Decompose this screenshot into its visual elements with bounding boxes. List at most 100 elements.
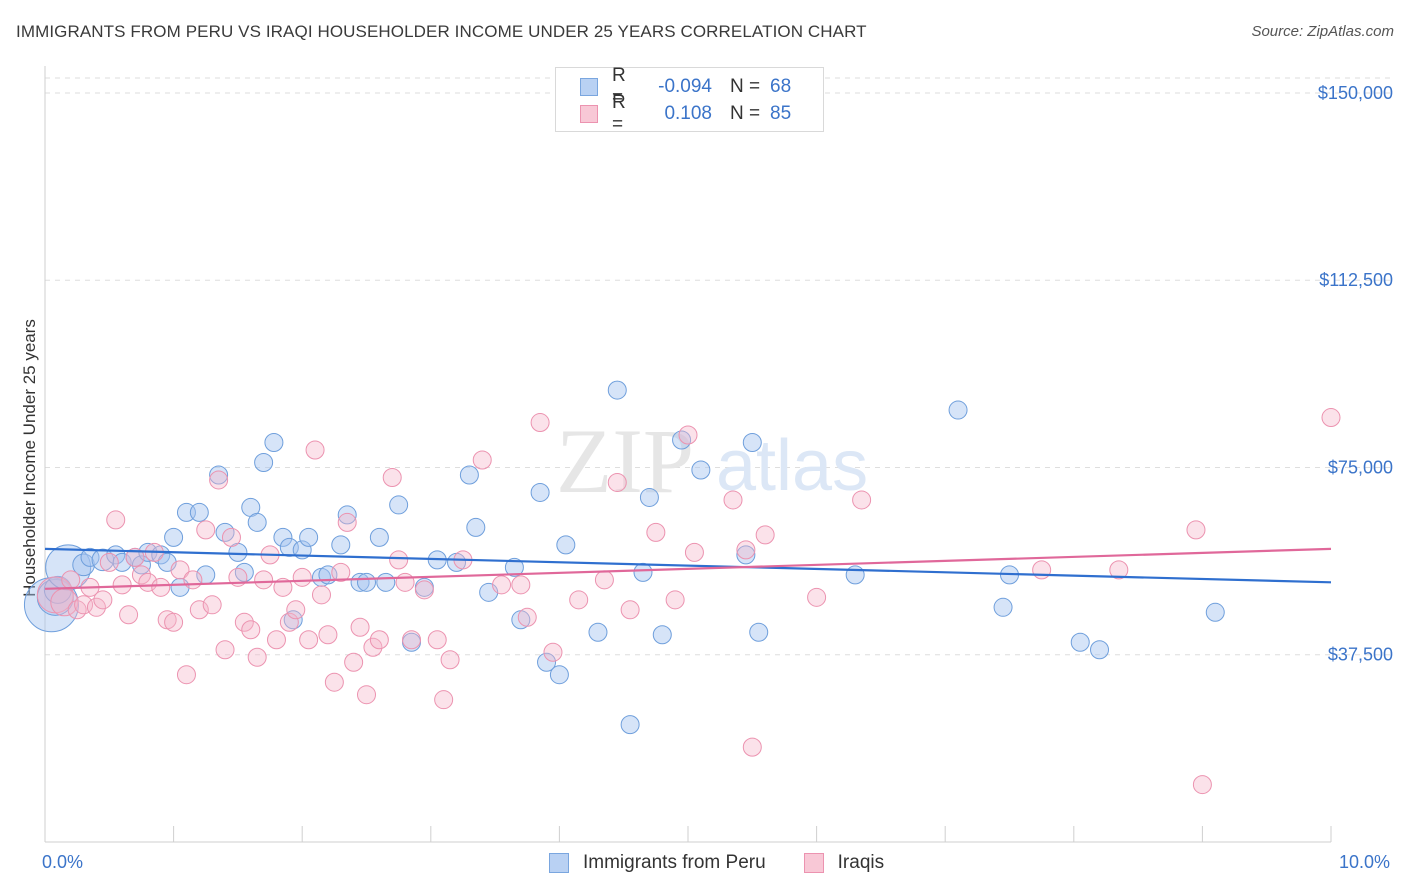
iraqis-point-10 — [112, 575, 132, 595]
iraqis-point-43 — [324, 672, 344, 692]
y-tick-labels: $37,500 $75,000 $112,500 $150,000 — [1318, 83, 1393, 665]
legend-item-iraqis[interactable]: Iraqis — [803, 852, 885, 874]
iraqis-point-61 — [492, 575, 512, 595]
iraqis-point-60 — [472, 450, 492, 470]
peru-point-64 — [749, 622, 769, 642]
peru-point-24 — [247, 512, 267, 532]
iraqis-point-38 — [292, 567, 312, 587]
iraqis-point-18 — [164, 612, 184, 632]
peru-point-26 — [264, 433, 284, 453]
legend-item-peru[interactable]: Immigrants from Peru — [549, 852, 766, 874]
peru-swatch — [580, 78, 598, 96]
peru-point-66 — [948, 400, 968, 420]
iraqis-point-50 — [369, 630, 389, 650]
peru-point-71 — [1205, 602, 1225, 622]
y-tick-label-0: $37,500 — [1328, 645, 1393, 665]
iraqis-point-3 — [67, 600, 87, 620]
iraqis-point-77 — [755, 525, 775, 545]
iraqis-point-66 — [569, 590, 589, 610]
peru-point-40 — [389, 495, 409, 515]
peru-point-31 — [299, 527, 319, 547]
peru-point-17 — [189, 502, 209, 522]
watermark-zip: ZIP — [556, 410, 694, 512]
iraqis-point-24 — [202, 595, 222, 615]
iraqis-point-84 — [1321, 408, 1341, 428]
iraqis-point-13 — [131, 565, 151, 585]
n-value: 85 — [770, 103, 792, 124]
correlation-stats-box: R = -0.094 N = 68 R = 0.108 N = 85 — [555, 65, 824, 135]
iraqis-point-78 — [807, 587, 827, 607]
peru-point-45 — [459, 465, 479, 485]
iraqis-point-72 — [678, 425, 698, 445]
iraqis-point-49 — [363, 637, 383, 657]
chart-legend: Immigrants from Peru Iraqis — [549, 852, 922, 874]
watermark: ZIP atlas — [556, 410, 868, 512]
iraqis-point-31 — [247, 647, 267, 667]
watermark-atlas: atlas — [716, 426, 868, 506]
peru-point-10 — [131, 555, 151, 575]
peru-point-39 — [376, 572, 396, 592]
iraqis-point-21 — [183, 570, 203, 590]
n-label: N = — [730, 103, 761, 124]
n-label: N = — [730, 76, 761, 97]
peru-point-60 — [672, 430, 692, 450]
iraqis-point-37 — [286, 600, 306, 620]
iraqis-point-71 — [665, 590, 685, 610]
iraqis-point-62 — [511, 575, 531, 595]
iraqis-point-57 — [434, 690, 454, 710]
peru-point-61 — [691, 460, 711, 480]
iraqis-point-46 — [344, 652, 364, 672]
iraqis-swatch — [580, 105, 598, 123]
x-tick-label-max: 10.0% — [1339, 852, 1391, 872]
iraqis-point-51 — [382, 467, 402, 487]
chart-title: IMMIGRANTS FROM PERU VS IRAQI HOUSEHOLDE… — [16, 22, 867, 41]
peru-point-62 — [736, 545, 756, 565]
peru-point-34 — [331, 535, 351, 555]
iraqis-point-16 — [151, 577, 171, 597]
legend-label-iraqis: Iraqis — [837, 852, 885, 873]
iraqis-point-82 — [1186, 520, 1206, 540]
n-value: 68 — [770, 76, 792, 97]
peru-point-63 — [742, 433, 762, 453]
iraqis-point-74 — [723, 490, 743, 510]
iraqis-point-12 — [125, 547, 145, 567]
iraqis-point-45 — [337, 512, 357, 532]
legend-swatch-iraqis — [803, 853, 824, 873]
iraqis-point-42 — [318, 625, 338, 645]
iraqis-point-40 — [305, 440, 325, 460]
peru-point-20 — [215, 522, 235, 542]
iraqis-point-20 — [176, 665, 196, 685]
iraqis-point-75 — [736, 540, 756, 560]
iraqis-point-19 — [170, 560, 190, 580]
y-tick-label-1: $75,000 — [1328, 457, 1393, 477]
iraqis-point-34 — [266, 630, 286, 650]
iraqis-point-63 — [517, 607, 537, 627]
iraqis-trend-line — [44, 547, 1332, 590]
iraqis-point-55 — [414, 580, 434, 600]
iraqis-point-29 — [234, 612, 254, 632]
iraqis-point-79 — [852, 490, 872, 510]
peru-point-22 — [234, 562, 254, 582]
iraqis-point-7 — [93, 590, 113, 610]
peru-point-51 — [537, 652, 557, 672]
iraqis-point-35 — [273, 577, 293, 597]
r-value: -0.094 — [658, 76, 712, 97]
peru-point-19 — [209, 465, 229, 485]
peru-point-55 — [607, 380, 627, 400]
iraqis-point-76 — [742, 737, 762, 757]
iraqis-point-73 — [684, 542, 704, 562]
iraqis-point-36 — [279, 612, 299, 632]
legend-swatch-peru — [549, 853, 569, 873]
peru-point-56 — [620, 715, 640, 735]
iraqis-point-27 — [221, 527, 241, 547]
iraqis-point-54 — [402, 630, 422, 650]
iraqis-point-32 — [254, 570, 274, 590]
peru-point-58 — [639, 487, 659, 507]
source-note: Source: ZipAtlas.com — [1251, 23, 1394, 40]
peru-point-35 — [337, 505, 357, 525]
iraqis-point-83 — [1192, 775, 1212, 795]
peru-point-54 — [588, 622, 608, 642]
peru-point-50 — [530, 482, 550, 502]
iraqis-point-30 — [241, 620, 261, 640]
